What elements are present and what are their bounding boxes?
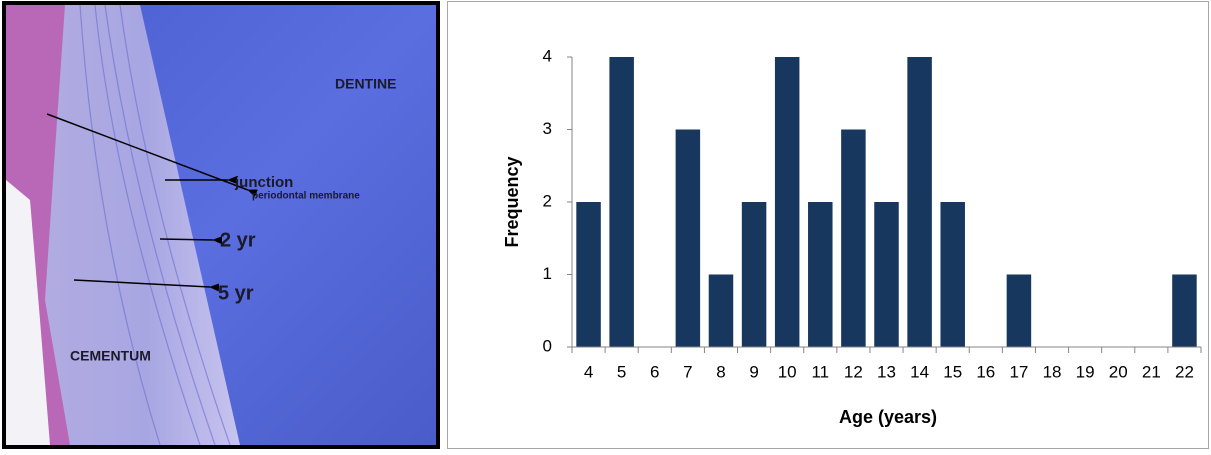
image-label: periodontal membrane (252, 191, 360, 202)
image-label: 2 yr (220, 229, 256, 251)
x-tick-label: 16 (976, 362, 995, 381)
x-tick-label: 21 (1142, 362, 1161, 381)
image-label: DENTINE (335, 76, 396, 92)
image-label: CEMENTUM (70, 348, 151, 364)
x-tick-label: 20 (1109, 362, 1128, 381)
bar (841, 129, 866, 347)
bar (940, 202, 965, 347)
y-axis-title: Frequency (502, 156, 522, 247)
bar (774, 57, 800, 347)
x-tick-label: 17 (1009, 362, 1028, 381)
x-tick-label: 15 (943, 362, 962, 381)
bar (1006, 274, 1032, 347)
x-tick-label: 4 (584, 362, 593, 381)
y-tick-label: 3 (543, 119, 552, 138)
image-label: junction (234, 174, 293, 191)
x-tick-label: 19 (1076, 362, 1095, 381)
x-tick-label: 9 (749, 362, 758, 381)
x-tick-label: 12 (844, 362, 863, 381)
x-axis-title: Age (years) (839, 407, 937, 427)
image-frame (2, 1, 440, 449)
bar (808, 202, 833, 347)
x-tick-label: 11 (811, 362, 829, 381)
growth-lines (79, 4, 231, 446)
bar (675, 129, 701, 347)
bar (1172, 274, 1197, 347)
bar (741, 202, 767, 347)
arrow (159, 236, 223, 245)
y-tick-label: 2 (543, 191, 552, 210)
image-label: 5 yr (218, 282, 254, 304)
bar (874, 202, 899, 347)
x-tick-label: 22 (1175, 362, 1194, 381)
x-tick-label: 8 (716, 362, 725, 381)
bar (907, 57, 932, 347)
arrow (73, 279, 220, 292)
x-tick-label: 18 (1043, 362, 1062, 381)
x-tick-label: 10 (778, 362, 797, 381)
x-tick-label: 5 (617, 362, 626, 381)
x-tick-label: 14 (910, 362, 929, 381)
y-tick-label: 1 (543, 264, 552, 283)
bar (708, 274, 734, 347)
background-region (6, 180, 50, 445)
bar (609, 57, 634, 347)
x-tick-label: 7 (683, 362, 692, 381)
bar (576, 202, 601, 347)
y-tick-label: 0 (543, 336, 552, 355)
x-tick-label: 13 (877, 362, 896, 381)
y-tick-label: 4 (543, 46, 552, 65)
micrograph: DENTINE periodontal membrane junction 2 … (2, 1, 440, 449)
x-tick-label: 6 (650, 362, 659, 381)
cementum-region (6, 5, 240, 445)
arrow (46, 113, 258, 197)
